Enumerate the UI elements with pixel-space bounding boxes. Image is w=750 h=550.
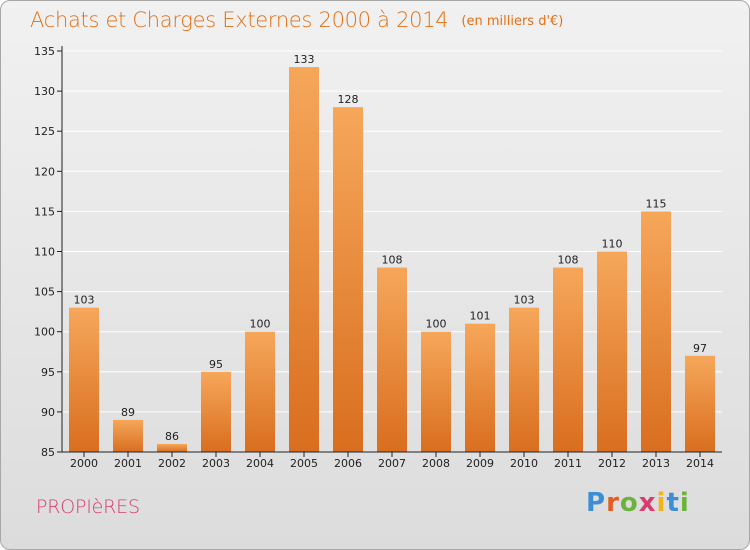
bar (201, 371, 231, 452)
x-tick-label: 2006 (334, 457, 362, 470)
x-tick-label: 2013 (642, 457, 670, 470)
commune-name: PROPIèRES (36, 496, 140, 518)
bar (641, 211, 671, 452)
brand-letter: t (666, 488, 680, 518)
chart-title: Achats et Charges Externes 2000 à 2014 (… (30, 8, 563, 32)
y-tick-label: 85 (41, 446, 55, 459)
brand-letter: o (619, 488, 639, 518)
y-tick-label: 100 (34, 326, 55, 339)
bar (685, 355, 715, 452)
x-tick-label: 2009 (466, 457, 494, 470)
x-tick-label: 2014 (686, 457, 714, 470)
data-label: 101 (470, 310, 491, 323)
bar (597, 251, 627, 452)
brand-letter: i (679, 488, 690, 518)
bar (421, 331, 451, 452)
x-tick-label: 2001 (114, 457, 142, 470)
brand-letter: x (638, 488, 657, 518)
data-label: 86 (165, 430, 179, 443)
data-label: 110 (602, 238, 623, 251)
data-label: 108 (382, 254, 403, 267)
brand-letter: i (656, 488, 667, 518)
data-label: 103 (514, 294, 535, 307)
data-label: 97 (693, 342, 707, 355)
y-tick-label: 135 (34, 45, 55, 58)
bar (289, 67, 319, 452)
chart-title-main: Achats et Charges Externes 2000 à 2014 (30, 8, 449, 32)
x-tick-label: 2007 (378, 457, 406, 470)
y-tick-label: 130 (34, 85, 55, 98)
x-tick-label: 2003 (202, 457, 230, 470)
bar (377, 267, 407, 452)
bar (553, 267, 583, 452)
data-label: 115 (646, 197, 667, 210)
data-label: 133 (294, 53, 315, 66)
y-tick-label: 115 (34, 205, 55, 218)
y-tick-label: 110 (34, 246, 55, 259)
y-tick-label: 90 (41, 406, 55, 419)
bar (465, 323, 495, 452)
x-tick-label: 2012 (598, 457, 626, 470)
data-label: 100 (426, 318, 447, 331)
x-tick-label: 2011 (554, 457, 582, 470)
data-label: 100 (250, 318, 271, 331)
bar (245, 331, 275, 452)
x-tick-label: 2002 (158, 457, 186, 470)
chart-unit-note: (en milliers d'€) (461, 14, 564, 29)
y-tick-label: 120 (34, 165, 55, 178)
y-tick-label: 105 (34, 286, 55, 299)
x-tick-label: 2008 (422, 457, 450, 470)
brand-letter: P (586, 488, 607, 518)
y-tick-label: 95 (41, 366, 55, 379)
bar (509, 307, 539, 452)
x-tick-label: 2004 (246, 457, 274, 470)
x-tick-label: 2010 (510, 457, 538, 470)
bar (69, 307, 99, 452)
data-label: 103 (74, 294, 95, 307)
y-tick-label: 125 (34, 125, 55, 138)
bar (157, 443, 187, 452)
data-label: 108 (558, 254, 579, 267)
data-label: 128 (338, 93, 359, 106)
data-label: 95 (209, 358, 223, 371)
bar (113, 419, 143, 452)
brand-letter: r (606, 488, 620, 518)
data-label: 89 (121, 406, 135, 419)
x-tick-label: 2005 (290, 457, 318, 470)
x-tick-label: 2000 (70, 457, 98, 470)
proxiti-logo: Proxiti (586, 488, 696, 524)
bar (333, 107, 363, 452)
